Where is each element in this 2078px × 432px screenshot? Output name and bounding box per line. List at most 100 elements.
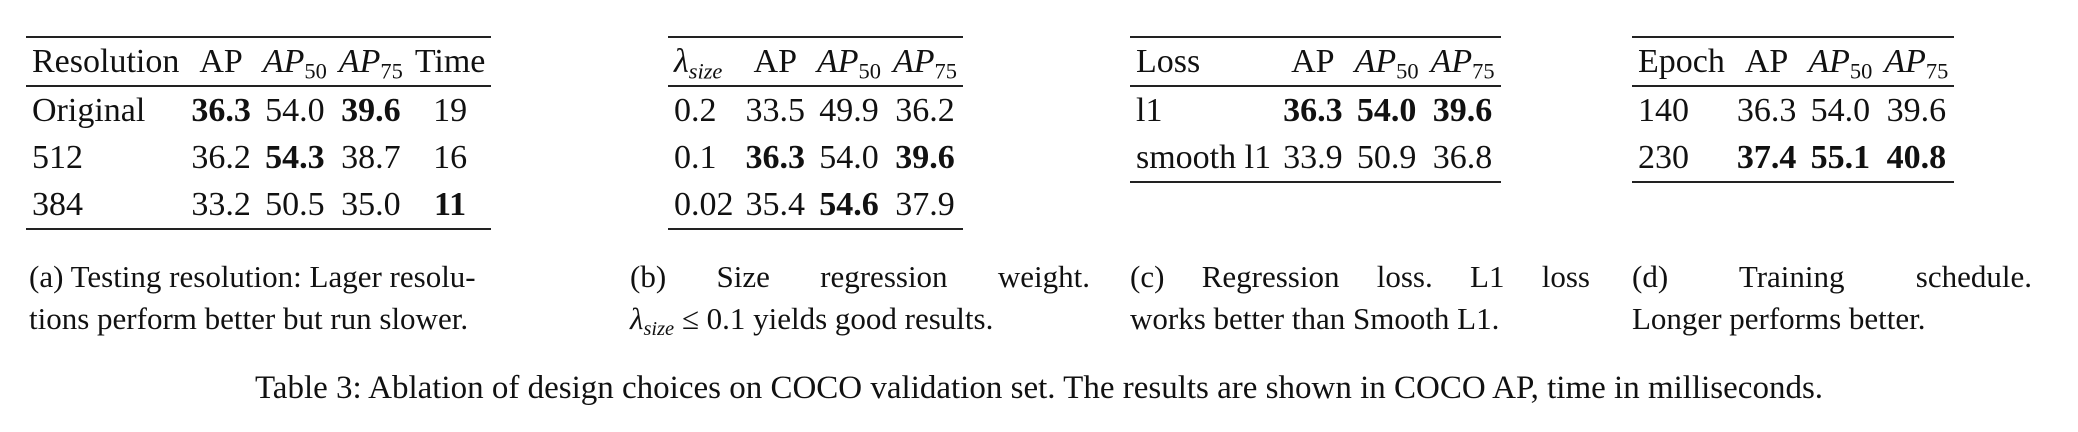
- header-label: AP: [1354, 42, 1397, 80]
- value-cell: 54.3: [265, 138, 325, 176]
- header-label: Resolution: [32, 42, 180, 80]
- row-label-cell: l1: [1136, 91, 1163, 129]
- value-cell: 54.0: [1810, 91, 1871, 129]
- table-b-header-cell: AP50: [811, 37, 887, 86]
- header-subscript: 75: [380, 58, 403, 84]
- value-cell: 33.2: [191, 185, 251, 223]
- table-d-header-cell: AP75: [1878, 37, 1954, 86]
- table-row: 0.02 35.4 54.6 37.9: [668, 181, 963, 229]
- header-label: Loss: [1136, 42, 1201, 80]
- table-a-header-cell: AP: [185, 37, 257, 86]
- value-cell: 39.6: [895, 138, 955, 176]
- caption-b-lambda: λ: [630, 300, 644, 336]
- caption-c-line-2: works better than Smooth L1.: [1130, 300, 1500, 336]
- value-cell: 16: [433, 138, 468, 176]
- value-cell: 39.6: [1886, 91, 1947, 129]
- table-a-header-cell: Time: [409, 37, 492, 86]
- caption-b-line-1: (b) Size regression weight.: [630, 259, 1090, 294]
- header-label: AP: [817, 42, 859, 80]
- header-subscript: 50: [304, 58, 327, 84]
- header-subscript: 50: [1849, 58, 1873, 84]
- value-cell: 33.9: [1283, 138, 1343, 176]
- value-cell: 39.6: [1432, 91, 1493, 129]
- table-row: 140 36.3 54.0 39.6: [1632, 86, 1954, 134]
- header-label: AP: [1884, 42, 1926, 80]
- header-subscript: 75: [1925, 58, 1949, 84]
- caption-c-line-1: (c) Regression loss. L1 loss: [1130, 259, 1590, 294]
- subtable-b: λsize AP AP50 AP75 0.2 33.5 49.9 36.2 0.1 36.3 54…: [668, 36, 963, 230]
- value-cell: 54.6: [819, 185, 879, 223]
- table-c-header-cell: AP: [1277, 37, 1349, 86]
- value-cell: 50.5: [265, 185, 325, 223]
- value-cell: 54.0: [819, 138, 879, 176]
- value-cell: 40.8: [1886, 138, 1947, 176]
- row-label-cell: 140: [1638, 91, 1689, 129]
- header-subscript: 50: [858, 58, 881, 84]
- table-c-header-cell: Loss: [1130, 37, 1277, 86]
- header-label: AP: [892, 42, 935, 80]
- row-label-cell: Original: [32, 91, 146, 129]
- caption-b-rest: ≤ 0.1 yields good results.: [674, 300, 994, 336]
- value-cell: 36.3: [745, 138, 806, 176]
- table-c-header-cell: AP50: [1349, 37, 1425, 86]
- table-b-header-cell: AP: [740, 37, 812, 86]
- table-a-header-cell: Resolution: [26, 37, 185, 86]
- subtable-a: Resolution AP AP50 AP75 Time Original 36.3 54.…: [26, 36, 492, 230]
- table-row: l1 36.3 54.0 39.6: [1130, 86, 1501, 134]
- value-cell: 39.6: [341, 91, 401, 129]
- header-label: AP: [1744, 42, 1789, 80]
- header-subscript: 50: [1396, 58, 1419, 84]
- header-subscript: size: [688, 58, 723, 84]
- table-d-header-cell: Epoch: [1632, 37, 1731, 86]
- table-b: λsize AP AP50 AP75 0.2 33.5 49.9 36.2 0.1 36.3 54…: [668, 36, 963, 230]
- table-row: 0.2 33.5 49.9 36.2: [668, 86, 963, 134]
- caption-b-lambda-sub: size: [643, 317, 675, 340]
- table-a: Resolution AP AP50 AP75 Time Original 36.3 54.…: [26, 36, 492, 230]
- value-cell: 36.3: [1736, 91, 1797, 129]
- header-label: AP: [1291, 42, 1335, 80]
- value-cell: 36.3: [191, 91, 251, 129]
- caption-a: (a) Testing resolution: Lager resolu- ti…: [29, 256, 589, 340]
- value-cell: 35.0: [341, 185, 401, 223]
- row-label-cell: smooth l1: [1136, 138, 1272, 176]
- value-cell: 36.2: [895, 91, 955, 129]
- row-label-cell: 0.1: [674, 138, 717, 176]
- table-b-header-cell: λsize: [668, 37, 740, 86]
- table-d: Epoch AP AP50 AP75 140 36.3 54.0 39.6 230 37.4 55…: [1632, 36, 1955, 183]
- header-label: AP: [262, 42, 305, 80]
- header-label: Time: [414, 42, 486, 80]
- value-cell: 37.4: [1736, 138, 1797, 176]
- caption-b-line-2: λsize ≤ 0.1 yields good results.: [630, 298, 1090, 340]
- table-c: Loss AP AP50 AP75 l1 36.3 54.0 39.6 smooth l1 33…: [1130, 36, 1501, 183]
- table-row: Original 36.3 54.0 39.6 19: [26, 86, 491, 134]
- table-row: smooth l1 33.9 50.9 36.8: [1130, 134, 1501, 182]
- caption-d-line-1: (d) Training schedule.: [1632, 259, 2032, 294]
- header-label: AP: [753, 42, 797, 80]
- table-row: 512 36.2 54.3 38.7 16: [26, 134, 491, 181]
- value-cell: 55.1: [1810, 138, 1871, 176]
- row-label-cell: 384: [32, 185, 83, 223]
- caption-a-line-2: tions perform better but run slower.: [29, 300, 469, 336]
- table-row: 384 33.2 50.5 35.0 11: [26, 181, 492, 229]
- table-d-header-cell: AP: [1731, 37, 1803, 86]
- table-c-header-cell: AP75: [1425, 37, 1501, 86]
- table-d-header-row: Epoch AP AP50 AP75: [1632, 37, 1955, 86]
- table-row: 0.1 36.3 54.0 39.6: [668, 134, 963, 181]
- table-row: 230 37.4 55.1 40.8: [1632, 134, 1955, 182]
- table-main-caption: Table 3: Ablation of design choices on C…: [254, 370, 1824, 406]
- table-d-header-cell: AP50: [1802, 37, 1878, 86]
- value-cell: 36.2: [191, 138, 251, 176]
- header-label: AP: [1430, 42, 1473, 80]
- subtable-c: Loss AP AP50 AP75 l1 36.3 54.0 39.6 smooth l1 33…: [1130, 36, 1501, 183]
- header-subscript: 75: [1472, 58, 1495, 84]
- value-cell: 54.0: [1356, 91, 1417, 129]
- table-a-header-cell: AP50: [257, 37, 333, 86]
- table-b-header-cell: AP75: [887, 37, 963, 86]
- caption-a-line-1: (a) Testing resolution: Lager resolu-: [29, 259, 476, 294]
- value-cell: 54.0: [265, 91, 325, 129]
- value-cell: 36.3: [1283, 91, 1343, 129]
- value-cell: 19: [433, 91, 468, 129]
- row-label-cell: 0.02: [674, 185, 734, 223]
- header-label: Epoch: [1638, 42, 1725, 80]
- caption-c: (c) Regression loss. L1 loss works bette…: [1130, 256, 1590, 340]
